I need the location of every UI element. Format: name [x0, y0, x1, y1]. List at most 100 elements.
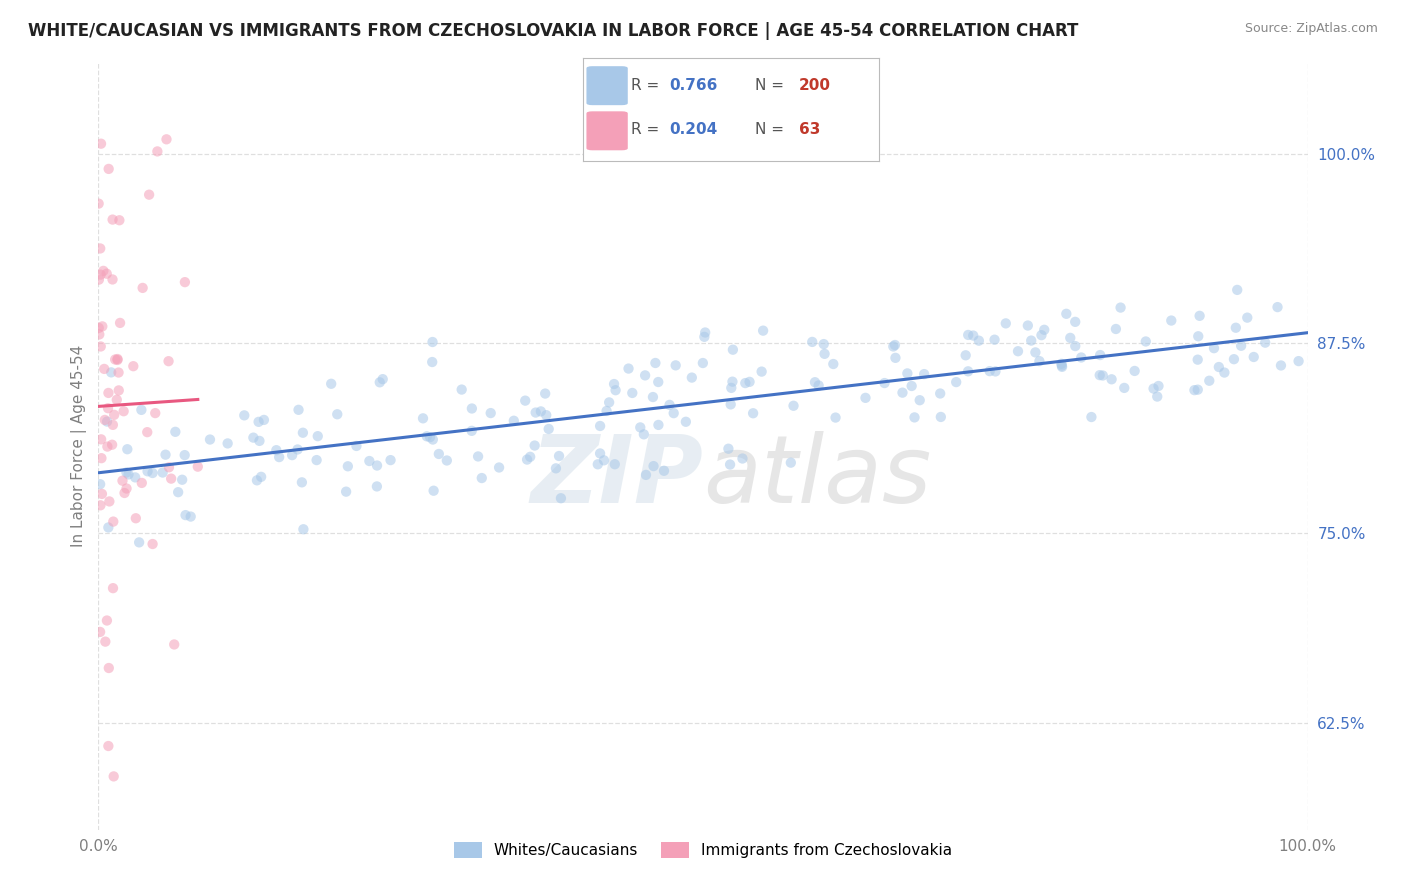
- Point: [96, 267, 118, 281]
- Point: [143, 406, 166, 420]
- Point: [665, 359, 688, 373]
- Point: [89, 498, 111, 512]
- Point: [172, 473, 194, 487]
- Point: [962, 328, 984, 343]
- Point: [628, 420, 651, 434]
- Text: 63: 63: [799, 122, 821, 137]
- Point: [1088, 348, 1111, 362]
- Point: [1267, 300, 1289, 314]
- Point: [249, 434, 271, 448]
- Point: [1254, 335, 1277, 350]
- Point: [122, 359, 145, 374]
- Point: [1007, 344, 1029, 359]
- Point: [136, 425, 159, 439]
- Point: [287, 402, 309, 417]
- Point: [450, 383, 472, 397]
- Point: [823, 357, 845, 371]
- Point: [90, 433, 112, 447]
- Point: [87, 272, 110, 286]
- Point: [359, 454, 381, 468]
- Point: [96, 614, 118, 628]
- Point: [427, 447, 450, 461]
- Point: [281, 448, 304, 462]
- Point: [371, 372, 394, 386]
- Point: [87, 321, 110, 335]
- Point: [536, 408, 558, 422]
- Point: [1208, 359, 1230, 374]
- Point: [163, 637, 186, 651]
- Point: [422, 334, 444, 349]
- Point: [544, 461, 567, 475]
- FancyBboxPatch shape: [586, 66, 627, 105]
- Point: [131, 403, 153, 417]
- Point: [779, 456, 801, 470]
- Point: [90, 339, 112, 353]
- Point: [548, 449, 571, 463]
- Point: [488, 460, 510, 475]
- Point: [305, 453, 328, 467]
- Point: [896, 367, 918, 381]
- Point: [884, 351, 907, 365]
- Point: [1064, 339, 1087, 353]
- Point: [1123, 364, 1146, 378]
- Point: [160, 472, 183, 486]
- Point: [420, 355, 443, 369]
- Text: R =: R =: [631, 122, 664, 137]
- Text: Source: ZipAtlas.com: Source: ZipAtlas.com: [1244, 22, 1378, 36]
- Point: [368, 376, 391, 390]
- Point: [979, 364, 1001, 378]
- Point: [380, 453, 402, 467]
- Point: [1243, 350, 1265, 364]
- Point: [693, 330, 716, 344]
- Point: [173, 448, 195, 462]
- Point: [524, 406, 547, 420]
- Point: [467, 450, 489, 464]
- Point: [1017, 318, 1039, 333]
- Point: [598, 395, 620, 409]
- Point: [1024, 345, 1046, 359]
- Point: [824, 410, 846, 425]
- Point: [652, 464, 675, 478]
- Point: [731, 451, 754, 466]
- Point: [89, 327, 111, 342]
- Point: [633, 427, 655, 442]
- Point: [721, 375, 744, 389]
- Point: [217, 436, 239, 450]
- Point: [111, 474, 134, 488]
- Point: [603, 457, 626, 471]
- Point: [287, 442, 309, 457]
- Point: [957, 364, 980, 378]
- Point: [605, 383, 627, 397]
- Point: [157, 354, 180, 368]
- Point: [89, 242, 111, 256]
- Point: [900, 379, 922, 393]
- Point: [1059, 331, 1081, 345]
- Point: [589, 419, 612, 434]
- Point: [903, 410, 925, 425]
- Point: [104, 352, 127, 367]
- Point: [117, 442, 139, 457]
- Point: [807, 378, 830, 392]
- Point: [124, 470, 146, 484]
- Point: [97, 386, 120, 401]
- Point: [1226, 283, 1249, 297]
- Point: [984, 364, 1007, 378]
- Point: [1184, 383, 1206, 397]
- Point: [945, 375, 967, 389]
- Point: [346, 439, 368, 453]
- Point: [1109, 301, 1132, 315]
- Point: [634, 368, 657, 383]
- Point: [114, 486, 136, 500]
- Text: ZIP: ZIP: [530, 431, 703, 523]
- Point: [266, 443, 288, 458]
- Point: [1223, 352, 1246, 367]
- Point: [1088, 368, 1111, 383]
- Point: [103, 769, 125, 783]
- Point: [91, 319, 114, 334]
- Point: [1028, 354, 1050, 368]
- Point: [502, 414, 524, 428]
- Point: [1054, 307, 1077, 321]
- Point: [595, 404, 617, 418]
- Text: WHITE/CAUCASIAN VS IMMIGRANTS FROM CZECHOSLOVAKIA IN LABOR FORCE | AGE 45-54 COR: WHITE/CAUCASIAN VS IMMIGRANTS FROM CZECH…: [28, 22, 1078, 40]
- Point: [96, 440, 118, 454]
